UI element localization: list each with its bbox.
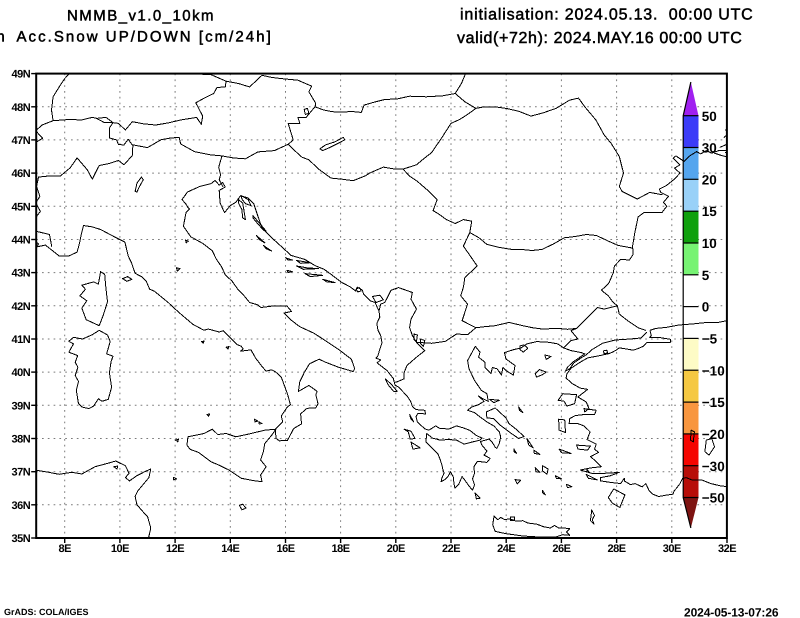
svg-text:22E: 22E: [442, 543, 460, 555]
svg-text:Acc.Snow UP/DOWN [cm/24h]: Acc.Snow UP/DOWN [cm/24h]: [17, 29, 273, 46]
svg-text:30: 30: [702, 141, 717, 156]
svg-text:12E: 12E: [166, 543, 184, 555]
svg-text:16E: 16E: [276, 543, 294, 555]
svg-text:20: 20: [702, 172, 717, 187]
svg-text:−50: −50: [702, 491, 725, 506]
svg-text:44N: 44N: [12, 235, 31, 247]
svg-text:43N: 43N: [12, 268, 31, 280]
svg-text:n: n: [0, 29, 5, 46]
svg-text:35N: 35N: [12, 533, 31, 545]
svg-text:24E: 24E: [497, 543, 515, 555]
svg-text:−30: −30: [702, 459, 725, 474]
svg-text:valid(+72h): 2024.MAY.16 00:00: valid(+72h): 2024.MAY.16 00:00 UTC: [457, 30, 742, 47]
svg-text:NMMB_v1.0_10km: NMMB_v1.0_10km: [67, 8, 215, 25]
svg-text:45N: 45N: [12, 201, 31, 213]
svg-text:39N: 39N: [12, 400, 31, 412]
svg-text:38N: 38N: [12, 434, 31, 446]
svg-text:initialisation: 2024.05.13. 0: initialisation: 2024.05.13. 00:00 UTC: [460, 6, 754, 23]
svg-text:28E: 28E: [608, 543, 626, 555]
svg-text:49N: 49N: [12, 69, 31, 81]
svg-text:47N: 47N: [12, 135, 31, 147]
svg-text:50: 50: [702, 109, 717, 124]
svg-text:40N: 40N: [12, 367, 31, 379]
svg-text:42N: 42N: [12, 301, 31, 313]
svg-text:15: 15: [702, 204, 718, 219]
svg-text:30E: 30E: [663, 543, 681, 555]
svg-text:−20: −20: [702, 427, 725, 442]
svg-text:−10: −10: [702, 363, 725, 378]
svg-text:10E: 10E: [111, 543, 129, 555]
svg-text:46N: 46N: [12, 168, 31, 180]
svg-text:8E: 8E: [58, 543, 71, 555]
svg-text:26E: 26E: [552, 543, 570, 555]
svg-text:5: 5: [702, 268, 710, 283]
svg-text:20E: 20E: [387, 543, 405, 555]
svg-text:−5: −5: [702, 332, 718, 347]
svg-text:GrADS: COLA/IGES: GrADS: COLA/IGES: [4, 607, 89, 617]
svg-text:37N: 37N: [12, 467, 31, 479]
svg-text:−15: −15: [702, 395, 725, 410]
svg-text:41N: 41N: [12, 334, 31, 346]
svg-text:36N: 36N: [12, 500, 31, 512]
svg-text:32E: 32E: [718, 543, 736, 555]
svg-text:10: 10: [702, 236, 717, 251]
svg-text:48N: 48N: [12, 102, 31, 114]
svg-text:0: 0: [702, 300, 710, 315]
svg-text:2024-05-13-07:26: 2024-05-13-07:26: [684, 606, 779, 618]
svg-text:18E: 18E: [332, 543, 350, 555]
svg-text:14E: 14E: [221, 543, 239, 555]
